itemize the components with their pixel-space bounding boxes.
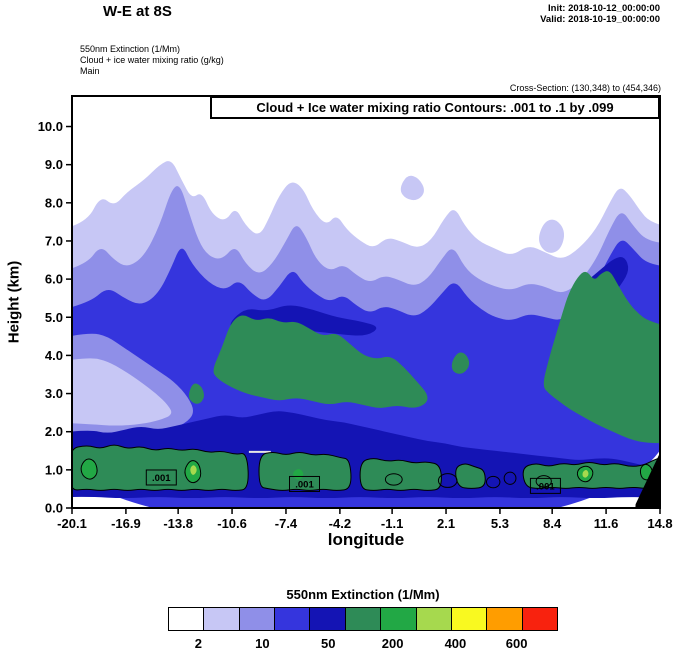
y-tick-label: 9.0 (45, 157, 63, 172)
variable-line-mixing-ratio: Cloud + ice water mixing ratio (g/kg) (80, 55, 224, 65)
init-timestamp: Init: 2018-10-12_00:00:00 (548, 3, 660, 14)
y-tick-label: 2.0 (45, 424, 63, 439)
y-tick-label: 5.0 (45, 310, 63, 325)
x-tick-label: 5.3 (491, 516, 509, 531)
fill-region (360, 458, 442, 491)
x-tick-label: -7.4 (275, 516, 298, 531)
variable-line-extinction: 550nm Extinction (1/Mm) (80, 44, 181, 54)
variable-list: 550nm Extinction (1/Mm) Cloud + ice wate… (80, 44, 224, 77)
colorbar-tick-label: 600 (505, 636, 528, 651)
contour-label-box (145, 469, 177, 486)
mixing-ratio-contour (437, 473, 458, 488)
y-tick-label: 1.0 (45, 462, 63, 477)
contour-label: .001 (295, 479, 314, 490)
y-tick-label: 8.0 (45, 195, 63, 210)
mixing-ratio-contour (384, 473, 403, 486)
fill-region (543, 271, 660, 444)
colorbar-tick-label: 400 (444, 636, 467, 651)
colorbar (168, 607, 558, 631)
mixing-ratio-contour (535, 475, 552, 488)
contour-label-box (289, 475, 321, 492)
colorbar-cell (450, 607, 488, 631)
colorbar-cell (415, 607, 452, 631)
colorbar-cell (486, 607, 523, 631)
contour-label: .001 (536, 481, 555, 492)
x-tick-label: -20.1 (57, 516, 87, 531)
colorbar-cell (168, 607, 205, 631)
fill-region (451, 352, 470, 374)
fill-region (455, 464, 486, 489)
mixing-ratio-contour (576, 465, 594, 483)
x-tick-label: 2.1 (437, 516, 455, 531)
y-tick-label: 10.0 (38, 119, 63, 134)
contour-fill-layer: .001 .001 .001 (72, 161, 660, 508)
variable-line-grid: Main (80, 66, 100, 76)
fill-region (72, 445, 249, 491)
fill-region (190, 465, 197, 475)
contour-info-box: Cloud + Ice water mixing ratio Contours:… (210, 96, 660, 119)
x-tick-label: 14.8 (647, 516, 672, 531)
mixing-ratio-contour (522, 457, 660, 489)
mixing-ratio-contour (486, 475, 501, 489)
cross-section-label: Cross-Section: (130,348) to (454,346) (509, 83, 661, 93)
colorbar-cell (238, 607, 276, 631)
figure-title: W-E at 8S (103, 3, 172, 20)
y-tick-label: 6.0 (45, 272, 63, 287)
fill-region (81, 458, 98, 480)
mixing-ratio-contour (359, 458, 442, 491)
x-tick-label: 8.4 (543, 516, 562, 531)
colorbar-tick-label: 10 (255, 636, 270, 651)
y-tick-label: 0.0 (45, 501, 63, 516)
contour-label: .001 (152, 473, 171, 484)
colorbar-title: 550nm Extinction (1/Mm) (286, 587, 440, 602)
colorbar-tick-label: 2 (194, 636, 203, 651)
mixing-ratio-contour (258, 451, 352, 491)
colorbar-cell (380, 607, 417, 631)
x-tick-label: -10.6 (217, 516, 247, 531)
x-axis-title: longitude (327, 530, 405, 549)
mixing-ratio-contour (184, 460, 202, 484)
x-tick-label: -13.8 (163, 516, 193, 531)
y-tick-label: 4.0 (45, 348, 63, 363)
colorbar-tick-label: 50 (321, 636, 336, 651)
valid-timestamp: Valid: 2018-10-19_00:00:00 (540, 14, 660, 25)
fill-region (72, 358, 172, 426)
x-tick-label: -1.1 (381, 516, 403, 531)
colorbar-cell (203, 607, 240, 631)
fill-region (539, 219, 565, 253)
y-tick-label: 7.0 (45, 233, 63, 248)
fill-region (188, 383, 204, 404)
fill-region (293, 469, 304, 480)
y-tick-label: 3.0 (45, 386, 63, 401)
fill-region (213, 315, 428, 408)
colorbar-labels: 2 10 50 200 400 600 (168, 636, 558, 654)
x-tick-label: -4.2 (329, 516, 351, 531)
contour-label-box (529, 477, 561, 494)
fill-region (582, 470, 589, 478)
colorbar-tick-label: 200 (381, 636, 404, 651)
terrain-mask (635, 452, 660, 508)
fill-region (400, 175, 424, 201)
colorbar-cell (521, 607, 558, 631)
mixing-ratio-contour (72, 444, 249, 491)
fill-region (259, 452, 351, 491)
mixing-ratio-contour (80, 458, 98, 480)
x-tick-label: 11.6 (594, 516, 619, 531)
x-tick-label: -16.9 (111, 516, 141, 531)
mixing-ratio-contour (503, 471, 517, 485)
